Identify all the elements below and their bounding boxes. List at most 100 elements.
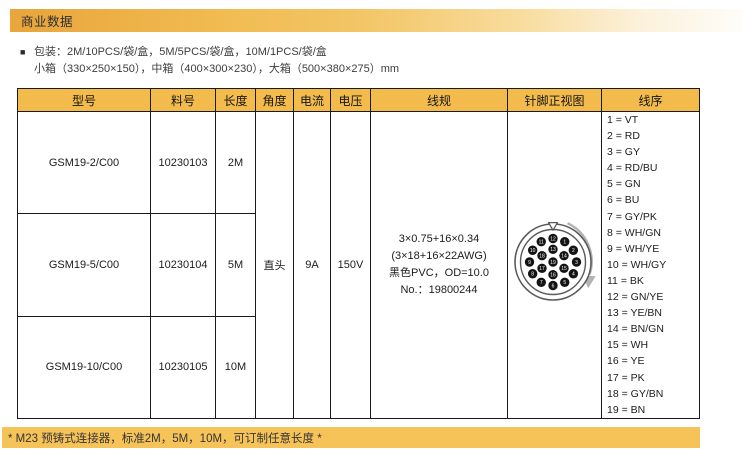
- section-title: 商业数据: [21, 15, 74, 29]
- cell-wire-order: 1 = VT 2 = RD 3 = GY 4 = RD/BU 5 = GN 6 = BU 7…: [601, 111, 700, 419]
- pin-15: [558, 264, 569, 274]
- pin-18: [536, 251, 547, 261]
- wire-order-item: 5 = GN: [607, 178, 641, 191]
- cell-model: GSM19-2/C00: [17, 110, 151, 215]
- svg-text:13: 13: [550, 247, 556, 253]
- svg-text:4: 4: [571, 272, 574, 278]
- pin-12: [547, 234, 558, 244]
- svg-text:15: 15: [561, 267, 567, 273]
- wire-order-item: 3 = GY: [607, 146, 640, 159]
- table-row: GSM19-10/C00 10230105 10M: [17, 315, 700, 419]
- footnote-text: * M23 预铸式连接器，标准2M，5M，10M，可订制任意长度 *: [8, 432, 322, 445]
- wire-gauge-line: No.：19800244: [400, 283, 478, 296]
- cell-length: 5M: [215, 213, 256, 317]
- cell-voltage: 150V: [330, 111, 371, 419]
- pin-6: [547, 281, 558, 291]
- table-header-row: 型号 料号 长度 角度 电流 电压 线规 针脚正视图 线序: [17, 88, 700, 112]
- pin-9: [524, 257, 534, 268]
- col-header-length: 长度: [215, 88, 256, 112]
- spec-table: 型号 料号 长度 角度 电流 电压 线规 针脚正视图 线序 GSM19-2/C0…: [17, 88, 700, 419]
- svg-text:9: 9: [528, 260, 531, 266]
- pin-16: [547, 270, 558, 280]
- col-header-part-no: 料号: [150, 88, 216, 112]
- svg-text:3: 3: [575, 260, 578, 266]
- svg-text:14: 14: [561, 254, 567, 260]
- pin-4: [568, 269, 578, 279]
- svg-text:8: 8: [531, 272, 534, 278]
- wire-order-item: 11 = BK: [607, 274, 644, 287]
- wire-order-item: 14 = BN/GN: [607, 323, 664, 336]
- col-header-angle: 角度: [255, 88, 294, 112]
- pin-13: [547, 244, 558, 255]
- wire-order-item: 13 = YE/BN: [607, 307, 662, 320]
- bullet-icon: ■: [20, 47, 26, 57]
- pin-5: [559, 278, 569, 288]
- pin-17: [536, 264, 547, 274]
- cell-length: 2M: [215, 110, 256, 215]
- cell-part-no: 10230103: [150, 110, 216, 215]
- pin-2: [568, 245, 578, 256]
- wire-order-item: 17 = PK: [607, 371, 645, 384]
- pin-7: [536, 278, 546, 288]
- pin-19: [547, 257, 558, 268]
- packaging-line1: 包装：2M/10PCS/袋/盒，5M/5PCS/袋/盒，10M/1PCS/袋/盒: [34, 46, 327, 58]
- wire-order-item: 19 = BN: [607, 403, 646, 416]
- wire-order-item: 9 = WH/YE: [607, 242, 660, 255]
- cell-wire-gauge: 3×0.75+16×0.34 (3×18+16×22AWG) 黑色PVC，OD=…: [370, 111, 508, 419]
- wire-order-item: 15 = WH: [607, 339, 649, 352]
- wire-order-item: 2 = RD: [607, 130, 640, 143]
- wire-order-item: 12 = GN/YE: [607, 291, 664, 304]
- wire-order-item: 1 = VT: [607, 114, 639, 126]
- wire-order-item: 16 = YE: [607, 355, 645, 368]
- wire-order-item: 8 = WH/GN: [607, 226, 661, 239]
- svg-text:11: 11: [538, 240, 543, 246]
- svg-text:17: 17: [539, 267, 545, 273]
- pin-1: [559, 237, 569, 247]
- wire-order-item: 18 = GY/BN: [607, 387, 664, 400]
- svg-text:1: 1: [563, 240, 566, 246]
- packaging-line2: 小箱（330×250×150），中箱（400×300×230），大箱（500×3…: [34, 63, 400, 75]
- table-row: GSM19-5/C00 10230104 5M: [17, 213, 700, 317]
- svg-text:12: 12: [550, 237, 556, 243]
- cell-length: 10M: [215, 315, 256, 419]
- svg-text:5: 5: [563, 281, 566, 287]
- cell-model: GSM19-10/C00: [17, 315, 151, 419]
- cell-pin-view: 12 1 2 3 4 5 6 7 8 9 10 11 13 14 15 16 17 18 19: [507, 111, 602, 419]
- footnote-bar: * M23 预铸式连接器，标准2M，5M，10M，可订制任意长度 *: [2, 427, 700, 448]
- cell-angle: 直头: [255, 111, 294, 419]
- svg-text:10: 10: [529, 248, 535, 254]
- section-title-bar: 商业数据: [10, 9, 743, 32]
- wire-gauge-line: 黑色PVC，OD=10.0: [389, 266, 489, 279]
- col-header-current: 电流: [293, 88, 331, 112]
- pin-8: [527, 269, 537, 279]
- cell-part-no: 10230104: [150, 213, 216, 317]
- svg-text:16: 16: [550, 273, 556, 279]
- col-header-wire-gauge: 线规: [370, 88, 508, 112]
- pin-11: [536, 237, 546, 247]
- cell-model: GSM19-5/C00: [17, 213, 151, 317]
- table-row: GSM19-2/C00 10230103 2M 直头 9A 150V 3×0.7…: [17, 110, 700, 419]
- col-header-model: 型号: [17, 88, 151, 112]
- wire-order-list: 1 = VT 2 = RD 3 = GY 4 = RD/BU 5 = GN 6 = BU 7…: [603, 112, 699, 417]
- wire-gauge-line: (3×18+16×22AWG): [391, 249, 487, 262]
- col-header-pin-view: 针脚正视图: [507, 88, 602, 112]
- wire-order-item: 6 = BU: [607, 194, 640, 207]
- col-header-wire-order: 线序: [601, 88, 700, 112]
- svg-text:19: 19: [550, 260, 556, 266]
- svg-text:2: 2: [571, 248, 574, 254]
- wire-gauge-line: 3×0.75+16×0.34: [398, 232, 480, 245]
- svg-text:6: 6: [551, 284, 554, 290]
- col-header-voltage: 电压: [330, 88, 371, 112]
- packaging-note: ■ 包装：2M/10PCS/袋/盒，5M/5PCS/袋/盒，10M/1PCS/袋…: [20, 44, 399, 78]
- wire-order-item: 4 = RD/BU: [607, 162, 658, 175]
- pin-3: [571, 257, 581, 268]
- cell-current: 9A: [293, 111, 331, 419]
- svg-text:18: 18: [539, 254, 545, 260]
- pin-14: [558, 251, 569, 261]
- cell-part-no: 10230105: [150, 315, 216, 419]
- svg-text:7: 7: [539, 281, 542, 287]
- wire-order-item: 10 = WH/GY: [607, 258, 667, 271]
- pin-10: [527, 245, 537, 256]
- wire-order-item: 7 = GY/PK: [607, 210, 657, 223]
